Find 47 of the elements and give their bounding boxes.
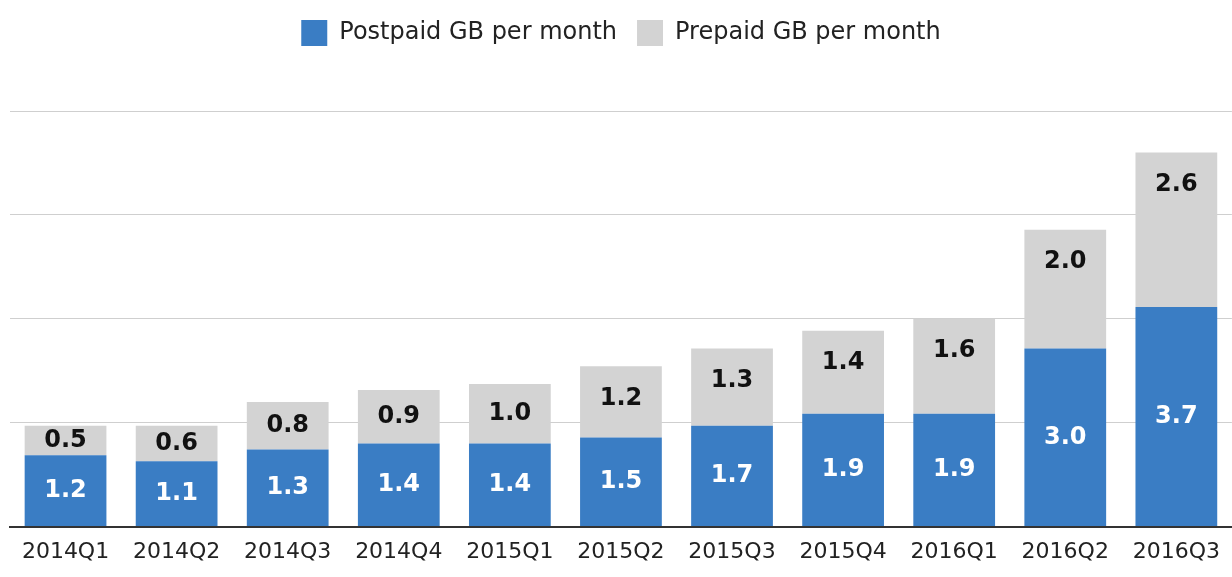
data-label: 1.4 — [821, 346, 865, 375]
x-tick-label: 2014Q3 — [244, 537, 332, 563]
data-label: 1.2 — [44, 474, 87, 503]
legend-label: Prepaid GB per month — [675, 17, 941, 46]
data-label: 0.8 — [266, 409, 309, 438]
x-tick-label: 2014Q1 — [21, 537, 110, 563]
data-label: 1.3 — [266, 471, 309, 500]
data-label: 1.9 — [821, 454, 865, 483]
x-tick-label: 2015Q1 — [466, 537, 554, 563]
data-label: 1.0 — [488, 398, 532, 427]
bar — [357, 443, 440, 527]
x-tick-label: 2015Q4 — [799, 537, 887, 563]
data-label: 1.9 — [932, 454, 976, 483]
data-label: 1.2 — [599, 382, 643, 411]
bar — [24, 455, 107, 527]
bar — [913, 413, 996, 527]
bar — [1135, 306, 1218, 527]
x-tick-label: 2016Q2 — [1021, 537, 1109, 563]
bar — [691, 425, 773, 527]
bar — [246, 449, 329, 527]
data-label: 1.4 — [488, 469, 532, 498]
data-label: 3.7 — [1155, 400, 1198, 429]
data-label: 1.5 — [599, 466, 643, 495]
data-label: 1.4 — [377, 469, 421, 498]
x-tick-label: 2016Q1 — [910, 537, 998, 563]
data-label: 1.3 — [710, 364, 754, 393]
data-label: 1.7 — [710, 460, 754, 489]
bar — [802, 330, 884, 414]
x-tick-label: 2016Q3 — [1132, 537, 1221, 563]
bar — [135, 461, 218, 527]
legend-label: Postpaid GB per month — [339, 17, 618, 46]
data-label: 0.9 — [377, 401, 421, 429]
bar — [580, 437, 662, 527]
x-tick-label: 2014Q4 — [355, 537, 443, 563]
bar — [802, 413, 884, 527]
data-label: 0.6 — [155, 427, 198, 456]
data-label: 0.5 — [44, 424, 87, 453]
x-tick-label: 2014Q2 — [132, 537, 221, 563]
data-label: 1.1 — [155, 477, 198, 506]
x-tick-label: 2015Q2 — [577, 537, 665, 563]
bar — [468, 443, 551, 527]
bar — [1024, 348, 1107, 527]
data-label: 2.6 — [1155, 168, 1198, 197]
data-label: 1.6 — [932, 335, 976, 364]
x-tick-label: 2015Q3 — [688, 537, 776, 563]
data-label: 2.0 — [1044, 245, 1087, 274]
data-label: 3.0 — [1044, 421, 1087, 450]
